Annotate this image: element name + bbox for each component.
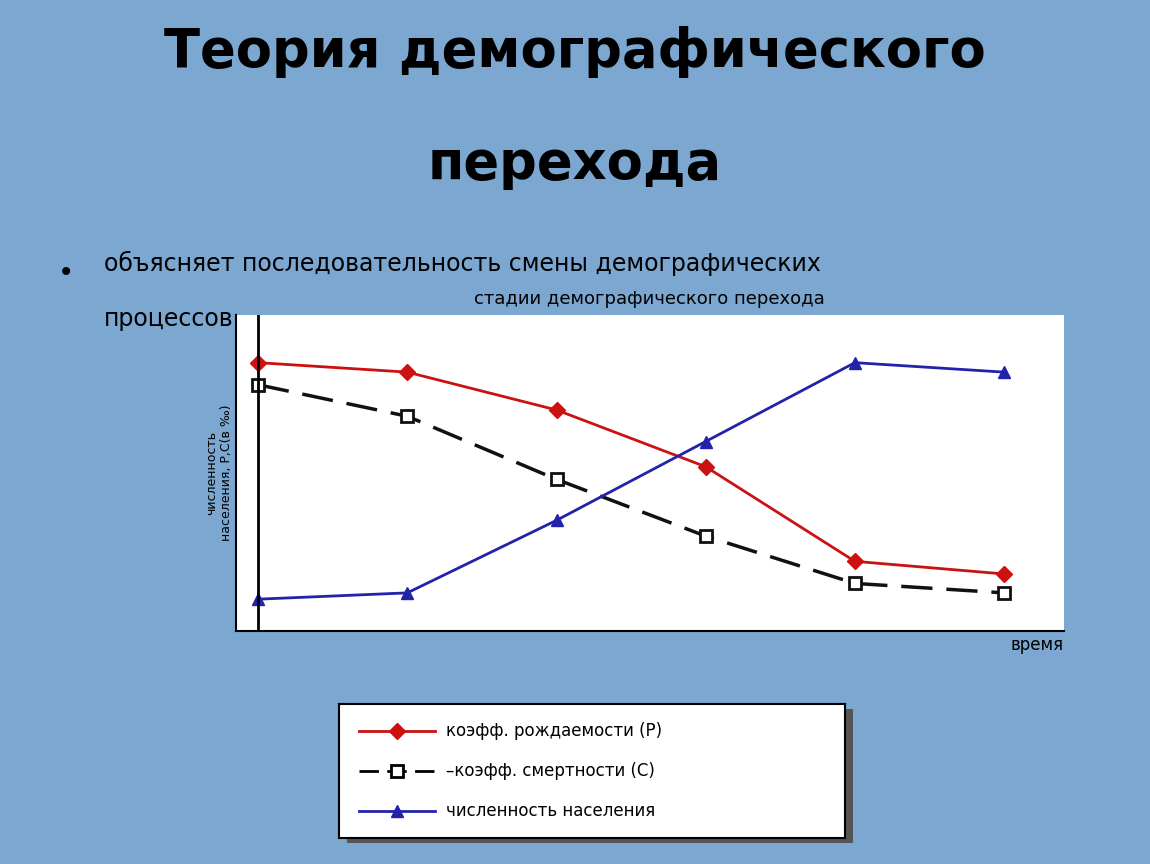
- Text: –коэфф. смертности (C): –коэфф. смертности (C): [445, 762, 654, 780]
- Title: стадии демографического перехода: стадии демографического перехода: [475, 290, 826, 308]
- Text: •: •: [58, 259, 74, 287]
- Text: процессов: процессов: [104, 307, 233, 331]
- Text: Теория демографического: Теория демографического: [164, 26, 986, 78]
- Text: объясняет последовательность смены демографических: объясняет последовательность смены демог…: [104, 251, 820, 276]
- X-axis label: время: время: [1011, 636, 1064, 654]
- Y-axis label: численность
населения, Р,С(в ‰): численность населения, Р,С(в ‰): [205, 405, 233, 541]
- Text: коэфф. рождаемости (P): коэфф. рождаемости (P): [445, 722, 661, 740]
- Text: численность населения: численность населения: [445, 803, 654, 820]
- Text: перехода: перехода: [428, 138, 722, 190]
